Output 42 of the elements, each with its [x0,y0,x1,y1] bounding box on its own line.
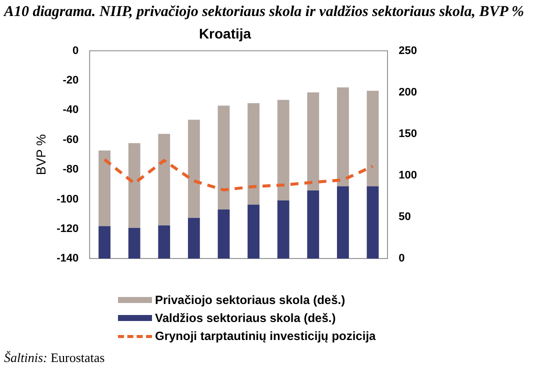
bar [218,210,230,259]
bar [218,106,230,210]
bar [307,92,320,190]
y-tick-label: -140 [56,252,79,265]
y2-tick-label: 0 [398,252,405,265]
y-axis-title: BVP % [33,134,48,176]
y2-tick-label: 100 [398,170,418,182]
bar [248,103,260,205]
bar [336,186,349,259]
bar [158,225,170,259]
y-tick-label: -20 [62,74,79,87]
bar [188,218,200,259]
bar [336,87,349,186]
bar [366,90,379,186]
bar [158,134,170,226]
y-tick-label: -80 [62,164,79,176]
bar [366,186,379,259]
legend-label: Privačiojo sektoriaus skola (deš.) [155,293,346,307]
y-tick-label: -100 [56,193,79,206]
y-tick-label: -40 [62,104,79,116]
line-series [103,158,374,192]
y2-tick-label: 50 [398,211,411,224]
bar [307,190,320,259]
bar [128,143,140,228]
bar [98,150,110,226]
y-tick-label: 0 [72,44,79,57]
bar [188,120,200,218]
y2-tick-label: 150 [398,128,418,140]
bar [248,204,260,259]
bar [277,200,290,259]
chart-title: Kroatija [198,25,252,42]
bar [277,100,290,200]
y-tick-label: -120 [56,222,79,235]
chart-subtitle: A10 diagrama. NIIP, privačiojo sektoriaus skola ir valdžios sektoriaus skola, BVP % [4,4,524,21]
y2-tick-label: 250 [398,44,418,57]
y-tick-label: -60 [62,134,79,146]
legend-label: Valdžios sektoriaus skola (deš.) [155,311,336,325]
y2-tick-label: 200 [398,86,418,98]
legend-label: Grynoji tarptautinių investicijų pozicija [155,329,376,343]
bar [98,226,110,259]
bar [128,228,140,259]
text: Šaltinis: Eurostatas [4,350,105,366]
